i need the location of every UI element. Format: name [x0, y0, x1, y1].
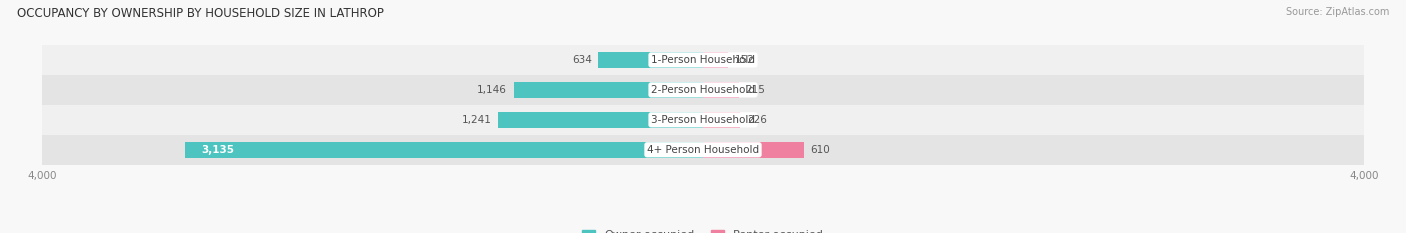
Text: 1-Person Household: 1-Person Household: [651, 55, 755, 65]
Text: 610: 610: [810, 145, 830, 155]
Bar: [42, 105, 1364, 135]
Bar: [599, 52, 703, 68]
Legend: Owner-occupied, Renter-occupied: Owner-occupied, Renter-occupied: [582, 230, 824, 233]
Bar: [498, 112, 703, 128]
Bar: [703, 82, 738, 98]
Bar: [42, 135, 1364, 165]
Text: 3-Person Household: 3-Person Household: [651, 115, 755, 125]
Bar: [703, 52, 728, 68]
Text: Source: ZipAtlas.com: Source: ZipAtlas.com: [1285, 7, 1389, 17]
Bar: [703, 112, 741, 128]
Text: 2-Person Household: 2-Person Household: [651, 85, 755, 95]
Text: OCCUPANCY BY OWNERSHIP BY HOUSEHOLD SIZE IN LATHROP: OCCUPANCY BY OWNERSHIP BY HOUSEHOLD SIZE…: [17, 7, 384, 20]
Bar: [513, 82, 703, 98]
Text: 1,241: 1,241: [461, 115, 491, 125]
Bar: [42, 75, 1364, 105]
Bar: [703, 141, 804, 158]
Text: 152: 152: [735, 55, 755, 65]
Bar: [42, 45, 1364, 75]
Text: 226: 226: [747, 115, 766, 125]
Text: 1,146: 1,146: [477, 85, 508, 95]
Text: 4+ Person Household: 4+ Person Household: [647, 145, 759, 155]
Text: 3,135: 3,135: [201, 145, 235, 155]
Text: 215: 215: [745, 85, 765, 95]
Bar: [186, 141, 703, 158]
Text: 634: 634: [572, 55, 592, 65]
